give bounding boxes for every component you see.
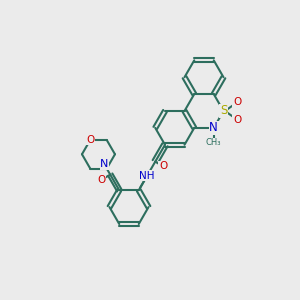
Text: NH: NH [139, 171, 155, 181]
Text: N: N [100, 159, 108, 169]
Text: O: O [233, 97, 241, 107]
Text: O: O [86, 135, 94, 145]
Text: O: O [159, 161, 167, 171]
Text: O: O [97, 175, 105, 185]
Text: S: S [220, 104, 227, 118]
Text: N: N [209, 122, 218, 134]
Text: CH₃: CH₃ [206, 138, 221, 147]
Text: O: O [233, 115, 241, 125]
